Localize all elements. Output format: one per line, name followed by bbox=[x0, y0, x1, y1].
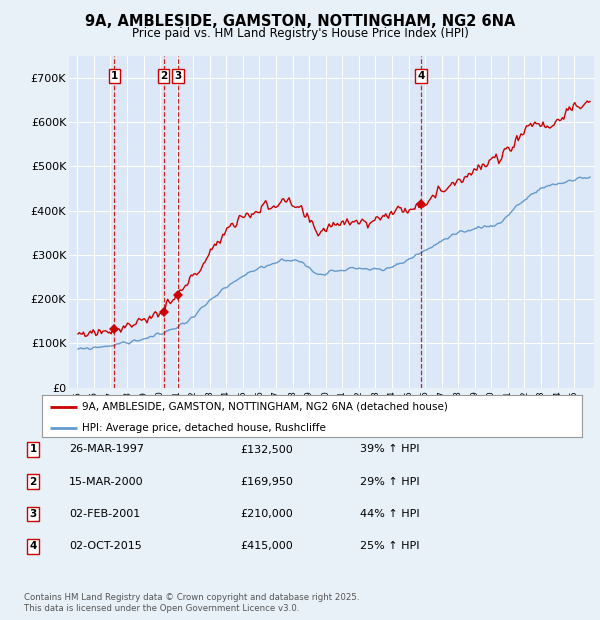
Text: £132,500: £132,500 bbox=[240, 445, 293, 454]
Text: Price paid vs. HM Land Registry's House Price Index (HPI): Price paid vs. HM Land Registry's House … bbox=[131, 27, 469, 40]
Text: 29% ↑ HPI: 29% ↑ HPI bbox=[360, 477, 419, 487]
Text: 1: 1 bbox=[110, 71, 118, 81]
Text: 4: 4 bbox=[29, 541, 37, 551]
Text: HPI: Average price, detached house, Rushcliffe: HPI: Average price, detached house, Rush… bbox=[83, 423, 326, 433]
Text: 2: 2 bbox=[160, 71, 167, 81]
Text: 9A, AMBLESIDE, GAMSTON, NOTTINGHAM, NG2 6NA (detached house): 9A, AMBLESIDE, GAMSTON, NOTTINGHAM, NG2 … bbox=[83, 402, 448, 412]
Text: £415,000: £415,000 bbox=[240, 541, 293, 551]
Text: 39% ↑ HPI: 39% ↑ HPI bbox=[360, 445, 419, 454]
Text: £169,950: £169,950 bbox=[240, 477, 293, 487]
Text: 25% ↑ HPI: 25% ↑ HPI bbox=[360, 541, 419, 551]
Text: 1: 1 bbox=[29, 445, 37, 454]
Text: 9A, AMBLESIDE, GAMSTON, NOTTINGHAM, NG2 6NA: 9A, AMBLESIDE, GAMSTON, NOTTINGHAM, NG2 … bbox=[85, 14, 515, 29]
Text: 26-MAR-1997: 26-MAR-1997 bbox=[69, 445, 144, 454]
Text: 3: 3 bbox=[29, 509, 37, 519]
Text: 3: 3 bbox=[175, 71, 182, 81]
Text: 15-MAR-2000: 15-MAR-2000 bbox=[69, 477, 143, 487]
Text: 02-FEB-2001: 02-FEB-2001 bbox=[69, 509, 140, 519]
Text: 44% ↑ HPI: 44% ↑ HPI bbox=[360, 509, 419, 519]
Text: 02-OCT-2015: 02-OCT-2015 bbox=[69, 541, 142, 551]
Text: 4: 4 bbox=[417, 71, 425, 81]
Text: 2: 2 bbox=[29, 477, 37, 487]
Text: £210,000: £210,000 bbox=[240, 509, 293, 519]
Text: Contains HM Land Registry data © Crown copyright and database right 2025.
This d: Contains HM Land Registry data © Crown c… bbox=[24, 593, 359, 613]
